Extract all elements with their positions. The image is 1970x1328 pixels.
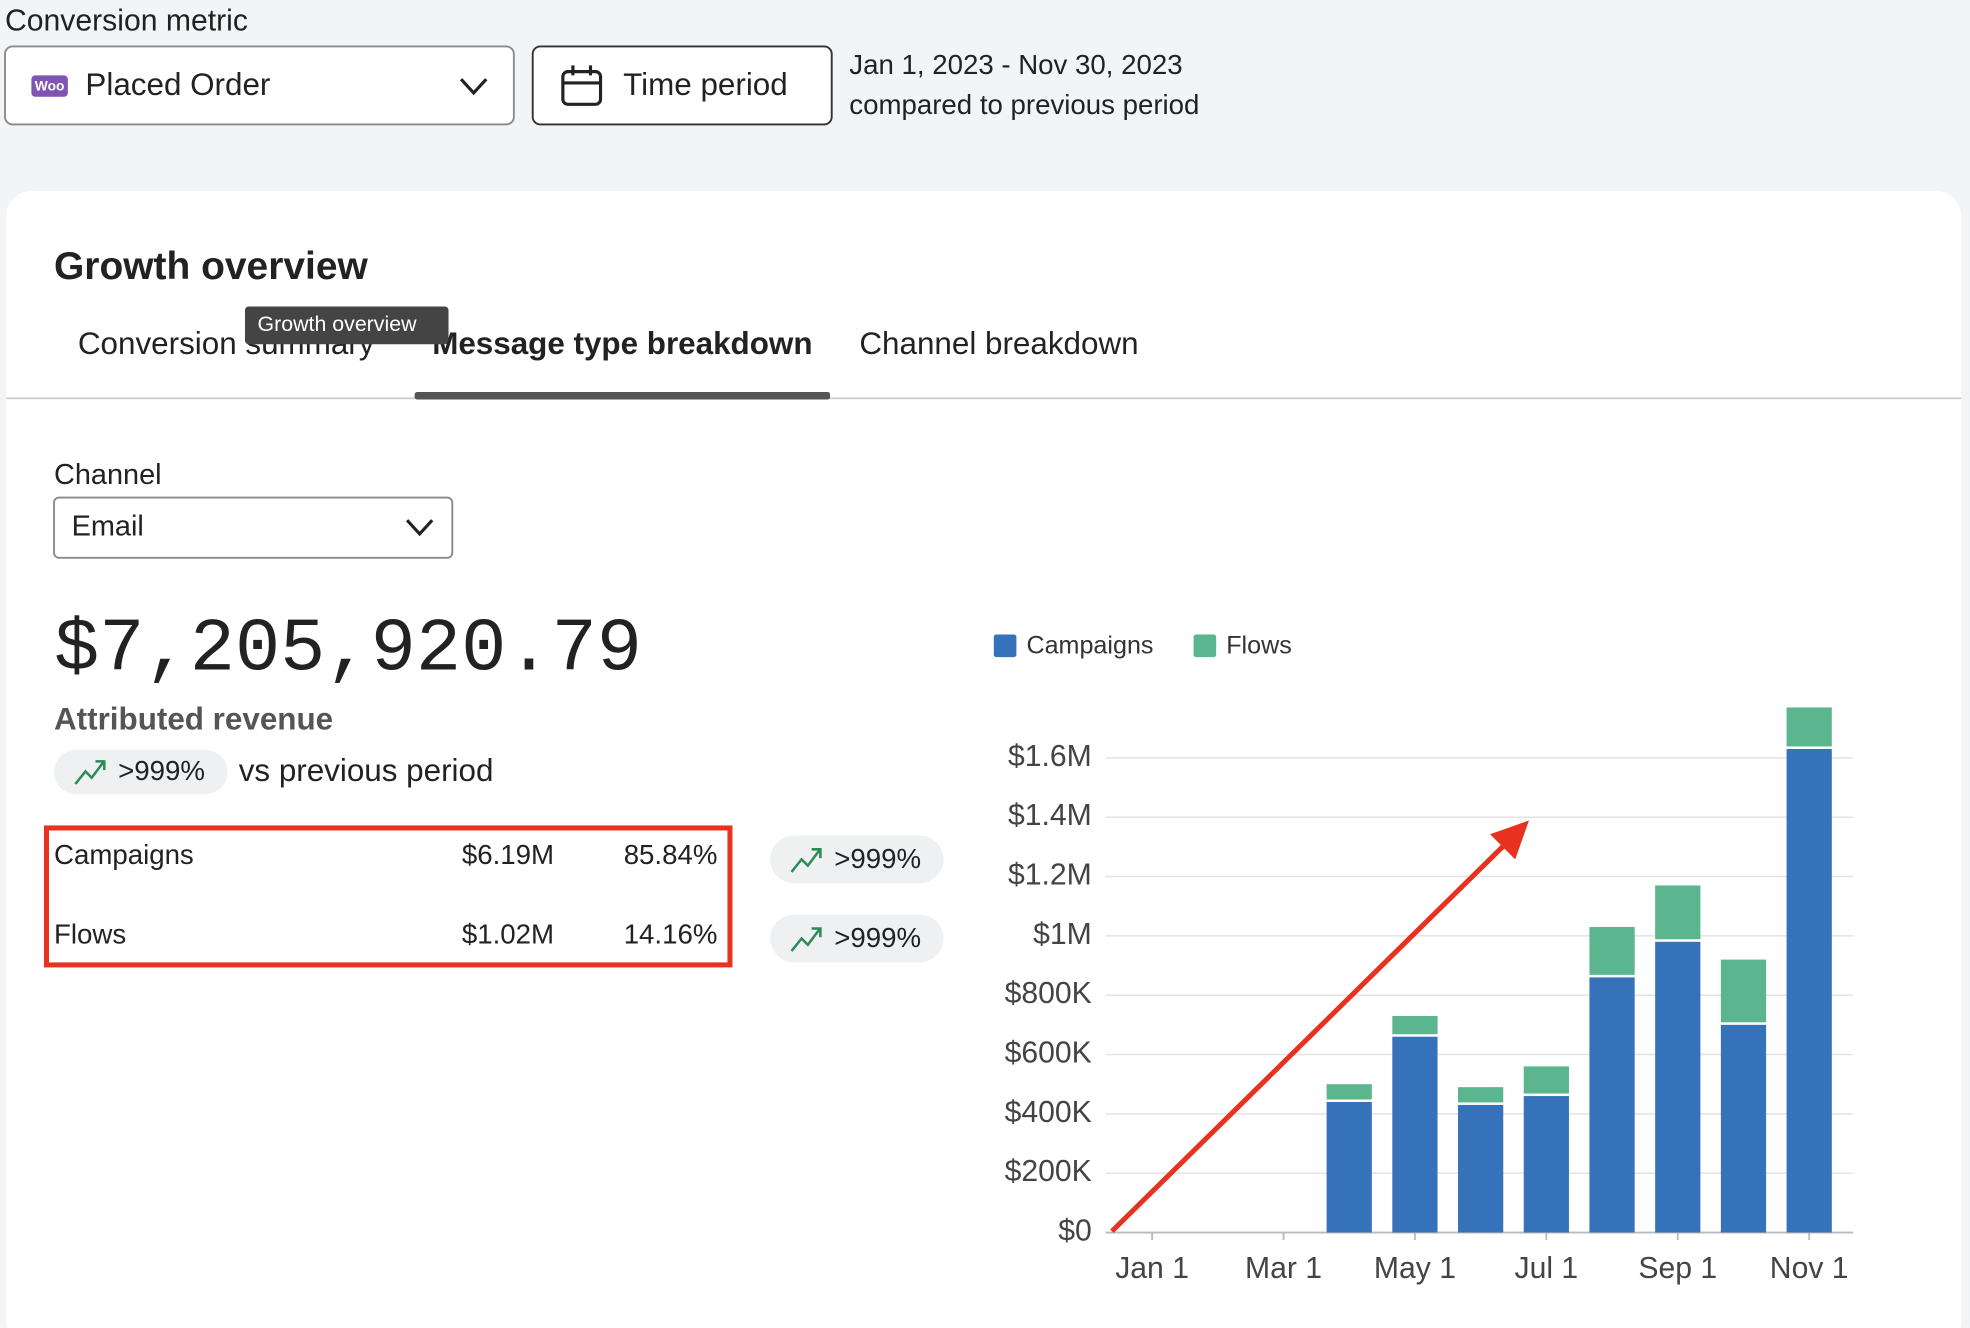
- arrow-line: [1110, 839, 1510, 1234]
- bar-segment: [1523, 1066, 1569, 1094]
- metric-value: Placed Order: [85, 67, 270, 102]
- tooltip: Growth overview: [244, 306, 449, 345]
- button-box[interactable]: [531, 45, 833, 126]
- bar-segment: [1458, 1087, 1504, 1103]
- trend-icon: [74, 760, 106, 785]
- x-tick-label: Nov 1: [1770, 1252, 1849, 1285]
- active-tab-underline: [414, 391, 831, 400]
- channel-value: Email: [72, 510, 144, 542]
- bar-segment: [1392, 1036, 1438, 1233]
- bar-segment: [1392, 1015, 1438, 1035]
- bar-segment: [1326, 1101, 1372, 1233]
- dropdown-box[interactable]: [4, 45, 515, 126]
- bar-segment: [1458, 1104, 1504, 1233]
- x-tick-label: Jul 1: [1515, 1252, 1579, 1285]
- bar-segment: [1655, 941, 1701, 1233]
- total-label: Attributed revenue: [54, 701, 333, 736]
- dropdown-box[interactable]: [53, 496, 454, 559]
- channel-dropdown[interactable]: Email: [53, 496, 454, 559]
- time-button-label: Time period: [623, 67, 788, 102]
- trend-icon: [790, 848, 822, 873]
- row-share: 85.84%: [624, 839, 718, 870]
- bar-segment: [1786, 748, 1832, 1233]
- x-tick-label: May 1: [1374, 1252, 1456, 1285]
- legend-swatch: [1193, 634, 1217, 658]
- chevron: [459, 78, 488, 96]
- highlight-box: [43, 825, 733, 968]
- chart: $0 $200K $400K $600K $800K $1M $1.2M $1.4M $1.6M…: [993, 632, 1854, 1285]
- row-name: Campaigns: [54, 839, 194, 870]
- x-tick-label: Mar 1: [1245, 1252, 1322, 1285]
- row-name: Flows: [54, 918, 126, 949]
- change-pill: [770, 835, 944, 884]
- card: [6, 190, 1962, 1328]
- y-tick-label: $800K: [1005, 977, 1092, 1010]
- woo-icon-text: Woo: [35, 77, 65, 93]
- breakdown-rows: Campaigns $6.19M 85.84% >999% Flows $1.02M 14.…: [54, 835, 944, 963]
- bar-segment: [1720, 959, 1767, 1023]
- row-share: 14.16%: [624, 918, 718, 949]
- row-amount: $1.02M: [462, 918, 554, 949]
- tooltip-text: Growth overview: [258, 312, 418, 336]
- legend-label: Flows: [1226, 632, 1292, 660]
- date-range: Jan 1, 2023 - Nov 30, 2023: [849, 49, 1182, 80]
- card-title: Growth overview: [54, 245, 368, 288]
- y-tick-label: $600K: [1005, 1036, 1092, 1069]
- bar-segment: [1589, 977, 1635, 1233]
- woo-icon: [31, 75, 68, 97]
- tooltip-box: [244, 306, 449, 345]
- bar-segment: [1720, 1024, 1767, 1233]
- time-period-button[interactable]: Time period: [531, 45, 833, 126]
- x-tick-label: Jan 1: [1115, 1252, 1189, 1285]
- chevron: [405, 519, 434, 537]
- row-amount: $6.19M: [462, 839, 554, 870]
- bar-segment: [1786, 707, 1832, 747]
- x-tick-label: Sep 1: [1638, 1252, 1717, 1285]
- trend-icon: [790, 927, 822, 952]
- tab[interactable]: Channel breakdown: [859, 326, 1138, 361]
- y-tick-label: $1.2M: [1008, 859, 1092, 892]
- y-tick-label: $200K: [1005, 1155, 1092, 1188]
- channel-label: Channel: [54, 459, 162, 491]
- calendar-icon: [561, 70, 603, 106]
- legend-swatch: [993, 634, 1017, 658]
- total-change: >999%: [118, 755, 205, 786]
- comparison: compared to previous period: [849, 89, 1199, 120]
- change-pill: [770, 914, 944, 963]
- metric-label: Conversion metric: [5, 5, 248, 38]
- tabs: Conversion summary Message type breakdown…: [78, 326, 1139, 400]
- total: $7,205,920.79: [54, 606, 642, 692]
- annotation-arrow: [1110, 820, 1530, 1234]
- y-tick-label: $1.6M: [1008, 740, 1092, 773]
- y-tick-label: $400K: [1005, 1096, 1092, 1129]
- legend-label: Campaigns: [1026, 632, 1153, 660]
- bar-segment: [1326, 1084, 1372, 1100]
- y-tick-label: $1.4M: [1008, 799, 1092, 832]
- bar-segment: [1655, 885, 1701, 940]
- row-change: >999%: [834, 843, 921, 874]
- tab[interactable]: Message type breakdown: [432, 326, 812, 361]
- arrow-head: [1490, 820, 1530, 860]
- metric-dropdown[interactable]: Woo Placed Order: [4, 45, 515, 126]
- y-tick-label: $0: [1058, 1214, 1092, 1247]
- bar-segment: [1589, 926, 1635, 975]
- row-change: >999%: [834, 922, 921, 953]
- bar-segment: [1523, 1096, 1569, 1233]
- y-tick-label: $1M: [1033, 918, 1092, 951]
- calendar-icon-detail: [562, 65, 601, 85]
- total-change-suffix: vs previous period: [239, 753, 494, 788]
